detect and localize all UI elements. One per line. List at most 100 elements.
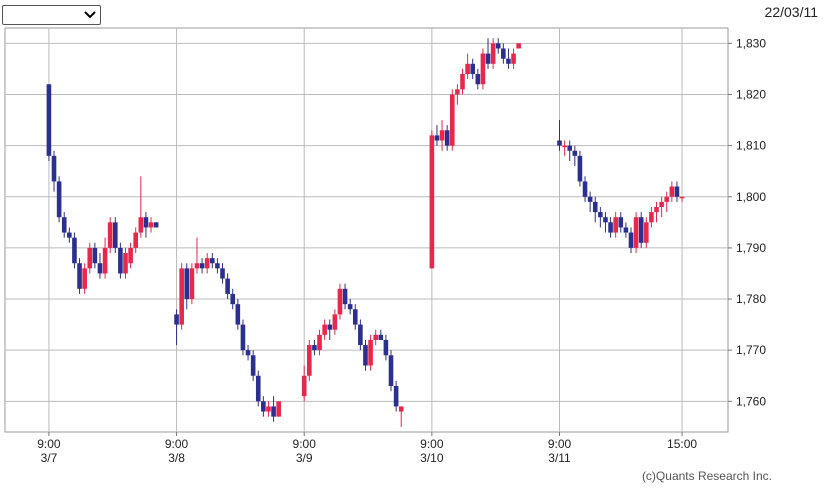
candle-body bbox=[276, 401, 281, 417]
candle-body bbox=[495, 43, 501, 49]
candle-body bbox=[388, 355, 394, 386]
candle-body bbox=[449, 94, 455, 146]
candle-body bbox=[82, 268, 87, 289]
candle-body bbox=[235, 304, 241, 325]
candle-body bbox=[567, 145, 573, 151]
candle-body bbox=[480, 53, 486, 85]
candle-body bbox=[659, 201, 664, 207]
candle-body bbox=[307, 345, 312, 376]
candle-body bbox=[261, 401, 266, 412]
candle-body bbox=[613, 217, 618, 233]
candle-body bbox=[490, 43, 496, 64]
candle-body bbox=[123, 253, 128, 274]
candle-body bbox=[434, 135, 440, 141]
y-tick-label: 1,830 bbox=[736, 36, 766, 50]
candle-body bbox=[72, 237, 77, 264]
candle-body bbox=[312, 345, 317, 351]
candle-body bbox=[220, 268, 225, 279]
candle-body bbox=[225, 278, 230, 294]
y-tick-label: 1,760 bbox=[736, 394, 766, 408]
date-label: 22/03/11 bbox=[765, 4, 819, 20]
candle-body bbox=[618, 217, 624, 228]
candle-body bbox=[143, 217, 149, 228]
plot-area bbox=[4, 27, 729, 433]
candle-body bbox=[92, 247, 98, 264]
candle-body bbox=[393, 385, 399, 407]
candle-body bbox=[460, 74, 465, 90]
candle-body bbox=[204, 258, 210, 269]
y-tick-label: 1,810 bbox=[736, 139, 766, 153]
candle-body bbox=[352, 309, 358, 325]
candle-body bbox=[439, 130, 445, 141]
x-tick-date: 3/11 bbox=[548, 451, 571, 465]
candle-body bbox=[358, 324, 363, 346]
candle-body bbox=[501, 48, 506, 59]
x-tick-label: 9:00 bbox=[420, 437, 444, 451]
candle-body bbox=[644, 222, 649, 243]
candle-body bbox=[174, 314, 179, 325]
candle-body bbox=[373, 334, 378, 340]
candle-body bbox=[133, 232, 139, 248]
candle-body bbox=[429, 135, 435, 269]
candle-body bbox=[444, 130, 450, 146]
candle-body bbox=[153, 222, 159, 228]
candle-body bbox=[654, 206, 659, 213]
candle-body bbox=[61, 217, 67, 233]
candle-body bbox=[194, 263, 200, 269]
candle-body bbox=[628, 232, 634, 248]
y-tick-label: 1,820 bbox=[736, 87, 766, 101]
candle-body bbox=[638, 217, 644, 243]
candle-body bbox=[230, 293, 236, 305]
candle-body bbox=[112, 222, 118, 248]
candle-body bbox=[327, 324, 333, 330]
candle-body bbox=[342, 288, 348, 305]
candle-body bbox=[189, 268, 195, 300]
candle-body bbox=[250, 355, 256, 376]
candle-body bbox=[587, 196, 593, 202]
candle-body bbox=[582, 181, 588, 197]
candle-body bbox=[51, 155, 57, 182]
candle-body bbox=[572, 150, 578, 156]
candle-body bbox=[128, 247, 133, 264]
candle-body bbox=[97, 263, 103, 274]
x-tick-label: 9:00 bbox=[548, 437, 572, 451]
x-tick-date: 3/9 bbox=[296, 451, 313, 465]
candle-body bbox=[107, 222, 113, 248]
candle-body bbox=[148, 222, 154, 228]
candle-body bbox=[337, 288, 343, 315]
candle-body bbox=[633, 217, 639, 248]
candle-body bbox=[557, 140, 562, 146]
candle-body bbox=[322, 324, 327, 335]
x-tick-label: 9:00 bbox=[165, 437, 189, 451]
candle-body bbox=[506, 58, 511, 64]
candle-body bbox=[674, 186, 680, 197]
candle-body bbox=[485, 53, 491, 64]
candle-body bbox=[332, 314, 338, 330]
candle-body bbox=[649, 212, 654, 223]
candle-body bbox=[516, 43, 521, 49]
period-select[interactable] bbox=[2, 5, 101, 25]
candle-body bbox=[77, 263, 82, 289]
x-tick-date: 3/10 bbox=[420, 451, 444, 465]
candle-body bbox=[245, 350, 251, 356]
candle-body bbox=[598, 212, 603, 218]
candle-body bbox=[664, 196, 670, 202]
candle-body bbox=[398, 406, 404, 412]
candle-body bbox=[179, 268, 184, 325]
copyright: (c)Quants Research Inc. bbox=[642, 469, 772, 483]
candle-body bbox=[608, 222, 613, 233]
dropdown-arrow bbox=[84, 11, 96, 19]
candle-body bbox=[266, 406, 271, 412]
candle-body bbox=[378, 334, 384, 340]
candle-body bbox=[383, 339, 389, 356]
candle-body bbox=[347, 304, 353, 310]
candle-body bbox=[470, 63, 476, 75]
x-tick-label: 9:00 bbox=[37, 437, 61, 451]
candle-body bbox=[56, 181, 62, 218]
x-tick-label: 15:00 bbox=[667, 437, 697, 451]
candle-body bbox=[455, 89, 460, 95]
candle-body bbox=[301, 375, 307, 397]
candle-body bbox=[592, 201, 598, 213]
candle-body bbox=[475, 74, 481, 85]
